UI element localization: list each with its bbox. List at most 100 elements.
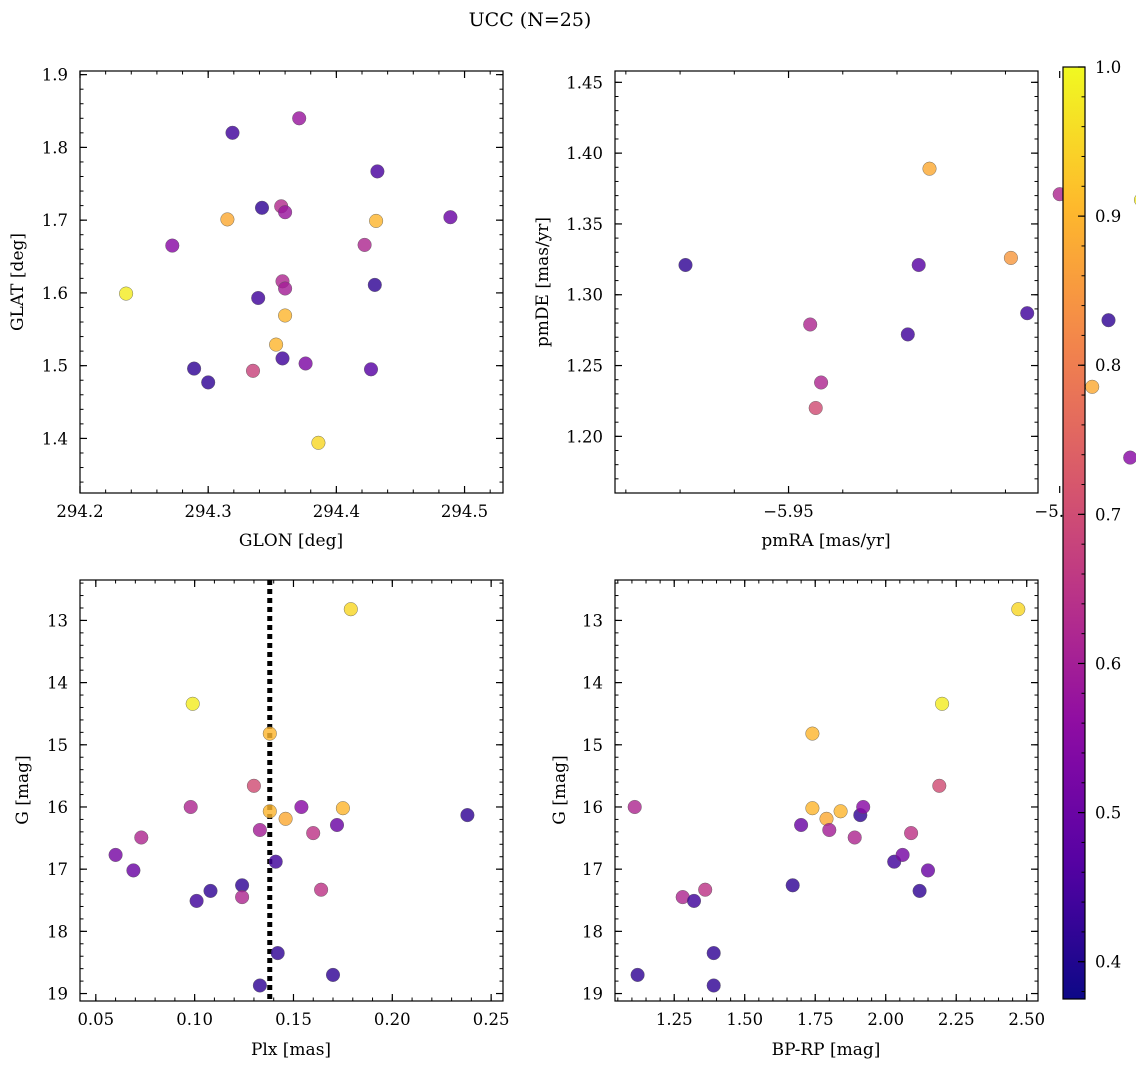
data-point bbox=[687, 893, 702, 908]
data-point bbox=[1003, 250, 1018, 265]
y-tick-label: 1.8 bbox=[42, 138, 68, 157]
data-point bbox=[298, 356, 313, 371]
data-point bbox=[189, 893, 204, 908]
y-axis-label: GLAT [deg] bbox=[8, 233, 28, 331]
data-point bbox=[698, 882, 713, 897]
x-tick-label: 0.10 bbox=[176, 1010, 213, 1029]
data-point bbox=[225, 125, 240, 140]
data-point bbox=[126, 863, 141, 878]
data-point bbox=[922, 161, 937, 176]
data-point bbox=[251, 291, 266, 306]
data-point bbox=[706, 978, 721, 993]
x-tick-label: 294.5 bbox=[441, 502, 488, 521]
y-tick-label: 1.7 bbox=[42, 211, 68, 230]
data-point bbox=[314, 882, 329, 897]
x-tick-label: 1.50 bbox=[726, 1010, 763, 1029]
data-point bbox=[270, 946, 285, 961]
data-point bbox=[252, 978, 267, 993]
data-point bbox=[630, 967, 645, 982]
y-tick-label: 1.9 bbox=[42, 66, 68, 85]
data-point bbox=[335, 801, 350, 816]
x-tick-label: 0.15 bbox=[275, 1010, 312, 1029]
plot-frame bbox=[614, 70, 1039, 494]
data-point bbox=[268, 854, 283, 869]
x-tick-label: 2.50 bbox=[1008, 1010, 1045, 1029]
data-point bbox=[805, 726, 820, 741]
colorbar-tick-label: 0.5 bbox=[1095, 804, 1121, 823]
y-tick-label: 18 bbox=[47, 922, 68, 941]
data-point bbox=[814, 375, 829, 390]
data-point bbox=[326, 967, 341, 982]
x-tick-label: 0.20 bbox=[374, 1010, 411, 1029]
axes-layer: 0.05 0.10 0.15 0.20 0.25 13 14 15 16 17 18 19 bbox=[47, 579, 510, 1029]
y-tick-label: 1.35 bbox=[566, 215, 603, 234]
plot-frame bbox=[614, 579, 1039, 1002]
data-point bbox=[235, 890, 250, 905]
data-point bbox=[370, 164, 385, 179]
y-tick-label: 1.30 bbox=[566, 286, 603, 305]
colorbar-tick-label: 0.4 bbox=[1095, 953, 1121, 972]
data-point bbox=[808, 401, 823, 416]
data-point bbox=[932, 778, 947, 793]
y-tick-label: 13 bbox=[582, 611, 603, 630]
data-point bbox=[627, 800, 642, 815]
data-point bbox=[460, 808, 475, 823]
data-point bbox=[262, 726, 277, 741]
y-tick-label: 1.25 bbox=[566, 357, 603, 376]
data-point bbox=[921, 863, 936, 878]
data-point bbox=[357, 237, 372, 252]
data-point bbox=[367, 277, 382, 292]
data-point bbox=[278, 281, 293, 296]
data-point bbox=[904, 826, 919, 841]
y-axis-label: G [mag] bbox=[13, 755, 33, 824]
colorbar: 0.4 0.5 0.6 0.7 0.8 0.9 1.0 bbox=[1062, 58, 1121, 1000]
y-tick-label: 15 bbox=[47, 736, 68, 755]
data-point bbox=[294, 800, 309, 815]
data-point bbox=[678, 258, 693, 273]
data-point bbox=[275, 351, 290, 366]
data-point bbox=[794, 818, 809, 833]
x-axis-label: Plx [mas] bbox=[251, 1040, 331, 1060]
data-point bbox=[245, 363, 260, 378]
x-axis-label: pmRA [mas/yr] bbox=[761, 531, 890, 551]
y-tick-label: 1.5 bbox=[42, 357, 68, 376]
y-tick-label: 13 bbox=[47, 611, 68, 630]
x-tick-label: 0.05 bbox=[77, 1010, 114, 1029]
points-layer bbox=[119, 111, 458, 450]
y-tick-label: 16 bbox=[582, 798, 603, 817]
data-point bbox=[134, 830, 149, 845]
data-point bbox=[311, 435, 326, 450]
data-point bbox=[183, 800, 198, 815]
y-tick-label: 1.40 bbox=[566, 144, 603, 163]
y-tick-label: 1.6 bbox=[42, 284, 68, 303]
data-point bbox=[292, 111, 307, 126]
y-tick-label: 14 bbox=[582, 674, 603, 693]
data-point bbox=[119, 286, 134, 301]
figure-title: UCC (N=25) bbox=[469, 9, 592, 31]
data-point bbox=[364, 362, 379, 377]
colorbar-tick-label: 1.0 bbox=[1095, 58, 1121, 77]
data-point bbox=[912, 883, 927, 898]
y-tick-label: 15 bbox=[582, 736, 603, 755]
data-point bbox=[187, 361, 202, 376]
data-point bbox=[269, 337, 284, 352]
y-tick-label: 18 bbox=[582, 922, 603, 941]
data-point bbox=[706, 946, 721, 961]
y-tick-label: 19 bbox=[47, 985, 68, 1004]
data-point bbox=[847, 830, 862, 845]
x-tick-label: 2.25 bbox=[938, 1010, 975, 1029]
data-point bbox=[235, 878, 250, 893]
data-point bbox=[278, 205, 293, 220]
data-point bbox=[1011, 602, 1026, 617]
plot-frame bbox=[79, 579, 504, 1002]
y-axis-label: G [mag] bbox=[550, 755, 570, 824]
data-point bbox=[246, 778, 261, 793]
data-point bbox=[262, 804, 277, 819]
plot-frame bbox=[79, 70, 504, 494]
data-point bbox=[203, 883, 218, 898]
data-point bbox=[306, 826, 321, 841]
data-point bbox=[833, 804, 848, 819]
data-point bbox=[822, 823, 837, 838]
y-tick-label: 1.45 bbox=[566, 73, 603, 92]
